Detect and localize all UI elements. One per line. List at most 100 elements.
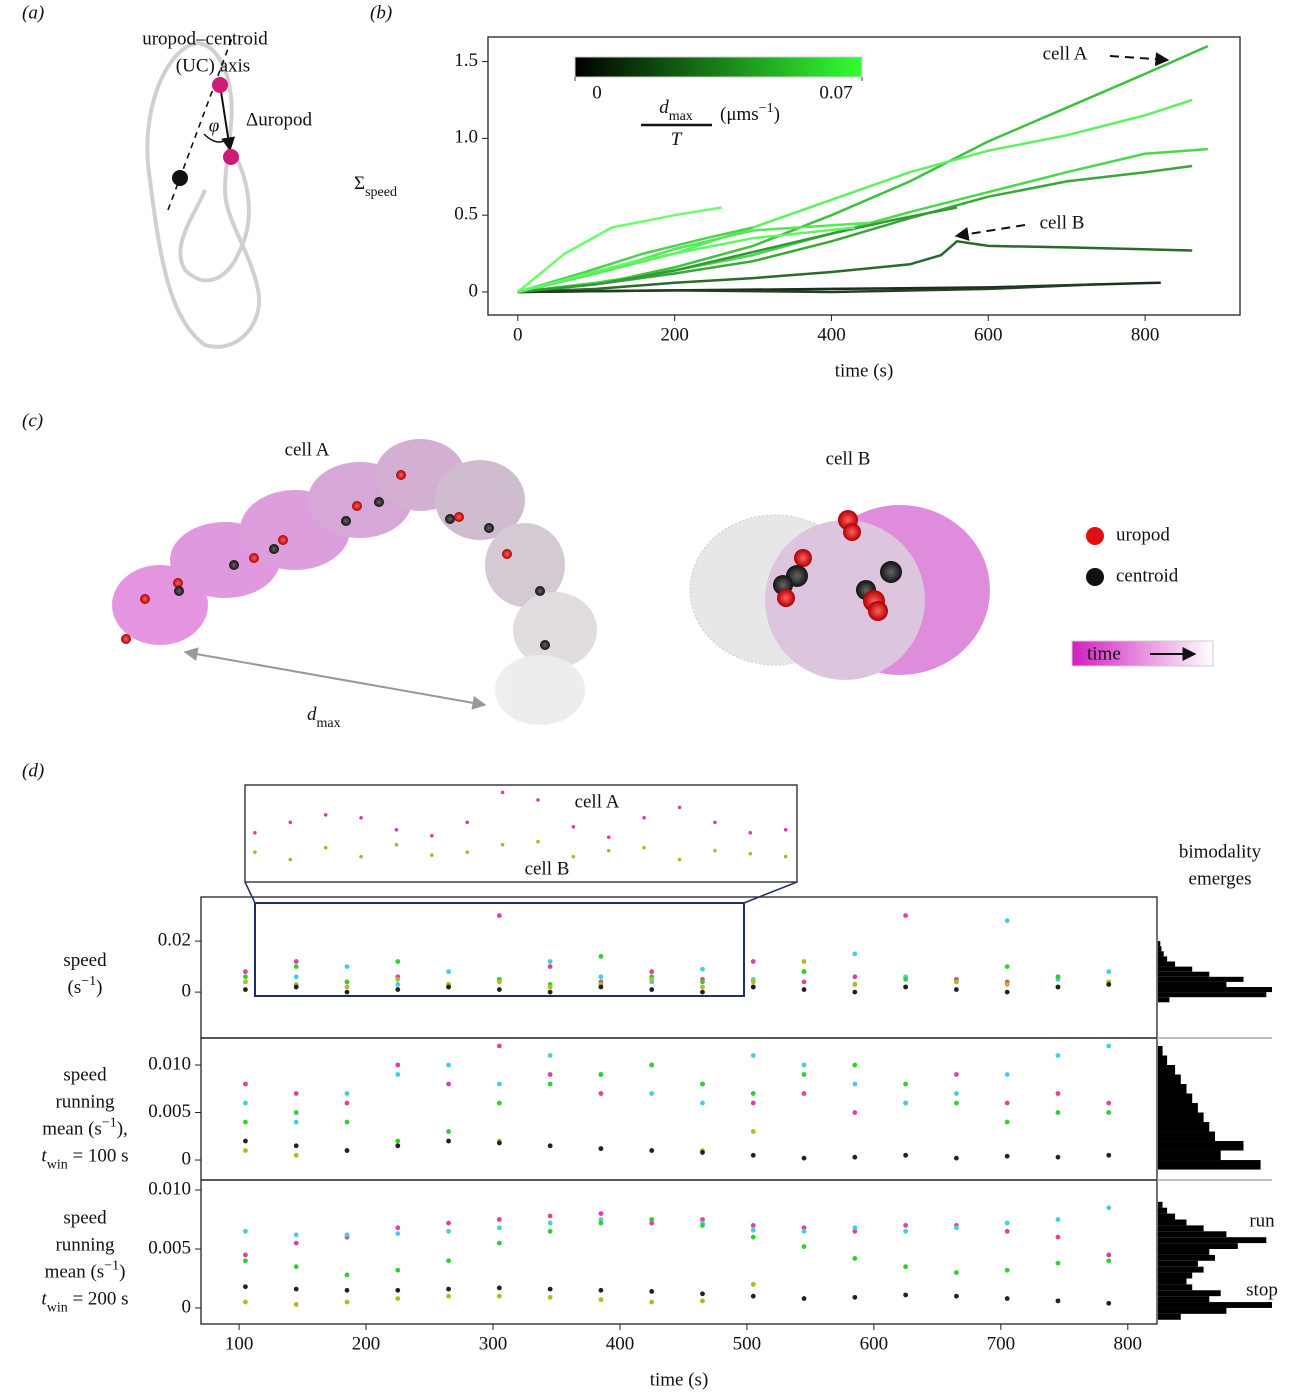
data-point (345, 1101, 350, 1106)
data-point (954, 1091, 959, 1096)
data-point (345, 990, 350, 995)
data-point (395, 843, 399, 847)
data-point (954, 1225, 959, 1230)
annotation-arrow (1110, 56, 1168, 60)
y-axis-label-part: running (55, 1235, 115, 1256)
data-point (802, 987, 807, 992)
histogram-bar (1158, 977, 1244, 982)
displacement-label: Δuropod (246, 109, 313, 130)
data-point (903, 913, 908, 918)
data-point (852, 974, 857, 979)
data-point (852, 1295, 857, 1300)
data-point (1005, 1154, 1010, 1159)
side-note: emerges (1189, 868, 1252, 889)
data-point (751, 985, 756, 990)
panel-a-sketch (147, 38, 259, 347)
histogram-bar (1158, 992, 1266, 997)
histogram-bar (1158, 1237, 1266, 1243)
data-point (294, 1120, 299, 1125)
data-point (345, 1300, 350, 1305)
x-tick-label: 700 (987, 1333, 1016, 1354)
plot-frame (201, 1038, 1157, 1180)
data-point (497, 1082, 502, 1087)
data-point (802, 1091, 807, 1096)
y-tick-label: 0 (182, 1296, 192, 1317)
data-point (345, 1120, 350, 1125)
y-axis-label-part: Σ (354, 173, 365, 194)
y-axis-label-part: win (47, 1157, 68, 1172)
data-point (1005, 1268, 1010, 1273)
time-label: time (1087, 643, 1121, 664)
data-point (802, 1063, 807, 1068)
y-tick-label: 0.02 (158, 929, 191, 950)
data-point (430, 834, 434, 838)
data-point (243, 1148, 248, 1153)
data-point (446, 985, 451, 990)
data-point (678, 806, 682, 810)
zoom-indicator (245, 882, 797, 996)
data-point (497, 1241, 502, 1246)
y-axis-label-part: −1 (104, 1258, 119, 1273)
histogram-bar (1158, 1151, 1221, 1161)
data-point (497, 1225, 502, 1230)
histogram-bar (1158, 946, 1161, 951)
data-point (852, 1225, 857, 1230)
cell-outline (180, 150, 249, 280)
data-point (751, 1091, 756, 1096)
data-point (1005, 1072, 1010, 1077)
data-point (599, 1091, 604, 1096)
data-point (395, 1268, 400, 1273)
data-point (501, 791, 505, 795)
data-point (497, 1044, 502, 1049)
data-point (253, 850, 257, 854)
data-point (465, 821, 469, 825)
data-point (548, 1287, 553, 1292)
data-point (253, 831, 257, 835)
series-line (518, 46, 1208, 292)
data-point (1106, 982, 1111, 987)
data-point (852, 990, 857, 995)
data-point (446, 1129, 451, 1134)
data-point (1106, 969, 1111, 974)
x-tick-label: 600 (860, 1333, 889, 1354)
data-point (359, 816, 363, 820)
data-point (288, 821, 292, 825)
data-point (497, 1286, 502, 1291)
y-axis-label-part: −1 (81, 974, 96, 989)
data-point (649, 1300, 654, 1305)
data-point (395, 828, 399, 832)
data-point (802, 980, 807, 985)
data-point (751, 959, 756, 964)
data-point (345, 1232, 350, 1237)
y-axis-label-part: speed (365, 185, 397, 200)
data-point (607, 849, 611, 853)
data-point (497, 1217, 502, 1222)
data-point (903, 977, 908, 982)
data-point (784, 828, 788, 832)
data-point (751, 1282, 756, 1287)
cell-label: cell A (285, 439, 330, 460)
data-point (1056, 1155, 1061, 1160)
data-point (1056, 1235, 1061, 1240)
data-point (599, 954, 604, 959)
histogram-bar (1158, 1074, 1181, 1084)
colorbar-label: (μms−1) (720, 101, 780, 126)
histogram-bar (1158, 1214, 1175, 1220)
x-tick-label: 200 (660, 324, 689, 345)
x-tick-label: 800 (1114, 1333, 1143, 1354)
panel-label: (c) (22, 410, 43, 431)
data-point (1005, 1296, 1010, 1301)
data-point (599, 1221, 604, 1226)
data-point (678, 858, 682, 862)
data-point (903, 1293, 908, 1298)
histogram-bar (1158, 1261, 1198, 1267)
y-axis-label: twin = 200 s (41, 1289, 128, 1315)
data-point (1056, 974, 1061, 979)
data-point (548, 1295, 553, 1300)
x-tick-label: 100 (225, 1333, 254, 1354)
histogram-bar (1158, 1273, 1192, 1279)
data-point (713, 849, 717, 853)
data-point (294, 1302, 299, 1307)
data-point (751, 1294, 756, 1299)
data-point (1056, 1110, 1061, 1115)
